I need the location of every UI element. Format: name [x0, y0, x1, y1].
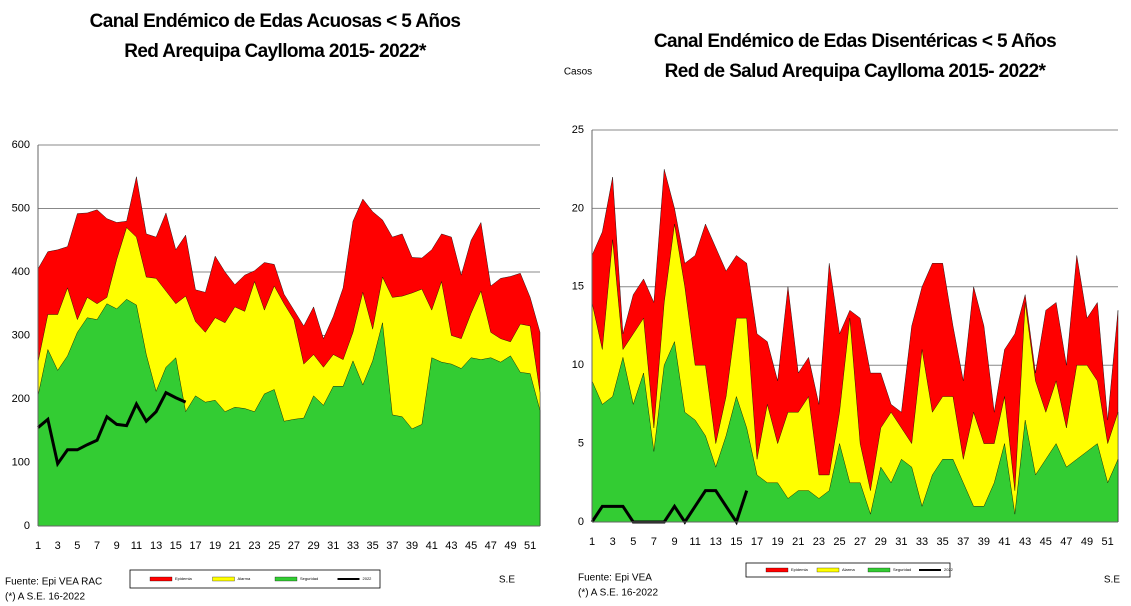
x-tick-label: 45: [1040, 536, 1052, 548]
x-tick-label: 51: [1102, 536, 1114, 548]
legend-label: Seguridad: [893, 567, 911, 572]
x-tick-label: 5: [630, 536, 636, 548]
x-tick-label: 49: [504, 540, 516, 552]
x-tick-label: 29: [307, 540, 319, 552]
legend-swatch: [816, 567, 840, 573]
x-tick-label: 39: [978, 536, 990, 548]
line: [590, 489, 749, 526]
x-tick-label: 3: [610, 536, 616, 548]
x-tick-label: 1: [589, 536, 595, 548]
x-tick-label: 21: [792, 536, 804, 548]
x-tick-label: 35: [937, 536, 949, 548]
legend-label: Alarma: [238, 576, 251, 581]
y-tick-label: 10: [572, 359, 584, 371]
legend-box: [745, 562, 951, 578]
x-tick-label: 45: [465, 540, 477, 552]
legend-label: 2022: [944, 567, 954, 572]
legend-label: Epidemia: [175, 576, 192, 581]
x-tick-label: 19: [209, 540, 221, 552]
y-tick-label: 15: [572, 281, 584, 293]
x-tick-label: 33: [916, 536, 928, 548]
legend-box: [129, 569, 381, 589]
x-tick-label: 43: [445, 540, 457, 552]
y-tick-label: 100: [12, 456, 30, 468]
x-tick-label: 41: [998, 536, 1010, 548]
source: Fuente: Epi VEA: [578, 573, 652, 584]
x-tick-label: 29: [875, 536, 887, 548]
x-tick-label: 31: [895, 536, 907, 548]
x-tick-label: 27: [854, 536, 866, 548]
x-tick-label: 37: [957, 536, 969, 548]
x-tick-label: 41: [426, 540, 438, 552]
chart-title: Canal Endémico de Edas Acuosas < 5 Años: [90, 11, 461, 32]
x-tick-label: 27: [288, 540, 300, 552]
x-tick-label: 43: [1019, 536, 1031, 548]
area: [591, 340, 1119, 523]
x-tick-label: 49: [1081, 536, 1093, 548]
y-tick-label: 500: [12, 202, 30, 214]
y-tick-label: 600: [12, 139, 30, 151]
chart-title: Canal Endémico de Edas Disentéricas < 5 …: [654, 31, 1056, 52]
chart-subtitle: Red Arequipa Caylloma 2015- 2022*: [124, 41, 427, 62]
y-tick-label: 20: [572, 202, 584, 214]
x-tick-label: 17: [189, 540, 201, 552]
y-tick-label: 5: [578, 438, 584, 450]
line: [37, 390, 187, 468]
legend-swatch: [765, 567, 789, 573]
y-tick-label: 400: [12, 266, 30, 278]
x-tick-label: 39: [406, 540, 418, 552]
legend-swatch: [274, 576, 298, 582]
x-tick-label: 11: [689, 536, 700, 548]
x-tick-label: 15: [730, 536, 742, 548]
y-tick-label: 25: [572, 124, 584, 136]
source: Fuente: Epi VEA RAC: [5, 577, 102, 588]
x-tick-label: 33: [347, 540, 359, 552]
x-tick-label: 5: [74, 540, 80, 552]
x-tick-label: 3: [55, 540, 61, 552]
x-tick-label: 47: [485, 540, 497, 552]
y-tick-label: 300: [12, 329, 30, 341]
note: (*) A S.E. 16-2022: [578, 588, 658, 599]
legend-swatch: [212, 576, 235, 582]
legend-swatch: [149, 576, 173, 582]
x-tick-label: 1: [35, 540, 41, 552]
x-tick-label: 35: [367, 540, 379, 552]
y-tick-label: 0: [24, 520, 30, 532]
x-tick-label: 13: [710, 536, 722, 548]
x-tick-label: 21: [229, 540, 241, 552]
x-tick-label: 23: [813, 536, 825, 548]
x-tick-label: 19: [772, 536, 784, 548]
area: [37, 299, 541, 527]
chart-subtitle: Red de Salud Arequipa Caylloma 2015- 202…: [665, 61, 1047, 82]
legend-label: 2022: [363, 576, 373, 581]
x-tick-label: 9: [671, 536, 677, 548]
x-tick-label: 13: [150, 540, 162, 552]
x-tick-label: 23: [248, 540, 260, 552]
x-tick-label: 7: [94, 540, 100, 552]
x-tick-label: 9: [114, 540, 120, 552]
x-tick-label: 37: [386, 540, 398, 552]
x-tick-label: 47: [1060, 536, 1072, 548]
x-tick-label: 51: [524, 540, 536, 552]
x-axis-label: S.E: [499, 575, 515, 586]
x-axis-label: S.E: [1104, 575, 1120, 586]
note: (*) A S.E. 16-2022: [5, 592, 85, 603]
legend-label: Epidemia: [791, 567, 808, 572]
legend-label: Alarma: [842, 567, 855, 572]
y-axis-label: Casos: [564, 67, 592, 78]
y-tick-label: 0: [578, 516, 584, 528]
legend-label: Seguridad: [300, 576, 318, 581]
x-tick-label: 31: [327, 540, 339, 552]
x-tick-label: 17: [751, 536, 763, 548]
x-tick-label: 25: [833, 536, 845, 548]
x-tick-label: 11: [131, 540, 142, 552]
x-tick-label: 7: [651, 536, 657, 548]
legend-swatch: [867, 567, 891, 573]
y-tick-label: 200: [12, 393, 30, 405]
x-tick-label: 15: [170, 540, 182, 552]
x-tick-label: 25: [268, 540, 280, 552]
